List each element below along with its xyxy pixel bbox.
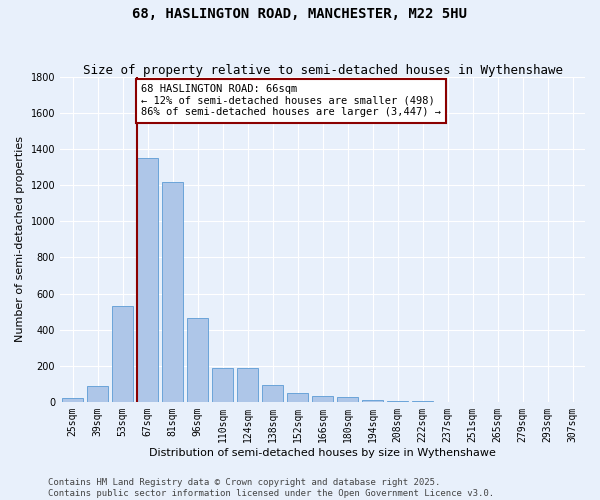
Bar [312,396,333,402]
Bar [337,398,358,402]
Bar [112,306,133,402]
Bar [62,398,83,402]
Text: 68, HASLINGTON ROAD, MANCHESTER, M22 5HU: 68, HASLINGTON ROAD, MANCHESTER, M22 5HU [133,8,467,22]
Bar [137,158,158,402]
Bar [262,384,283,402]
Bar [237,368,258,402]
Bar [387,401,408,402]
X-axis label: Distribution of semi-detached houses by size in Wythenshawe: Distribution of semi-detached houses by … [149,448,496,458]
Bar [87,386,108,402]
Text: 68 HASLINGTON ROAD: 66sqm
← 12% of semi-detached houses are smaller (498)
86% of: 68 HASLINGTON ROAD: 66sqm ← 12% of semi-… [141,84,441,117]
Text: Contains HM Land Registry data © Crown copyright and database right 2025.
Contai: Contains HM Land Registry data © Crown c… [48,478,494,498]
Bar [212,368,233,402]
Bar [362,400,383,402]
Title: Size of property relative to semi-detached houses in Wythenshawe: Size of property relative to semi-detach… [83,64,563,77]
Y-axis label: Number of semi-detached properties: Number of semi-detached properties [15,136,25,342]
Bar [187,318,208,402]
Bar [162,182,183,402]
Bar [287,393,308,402]
